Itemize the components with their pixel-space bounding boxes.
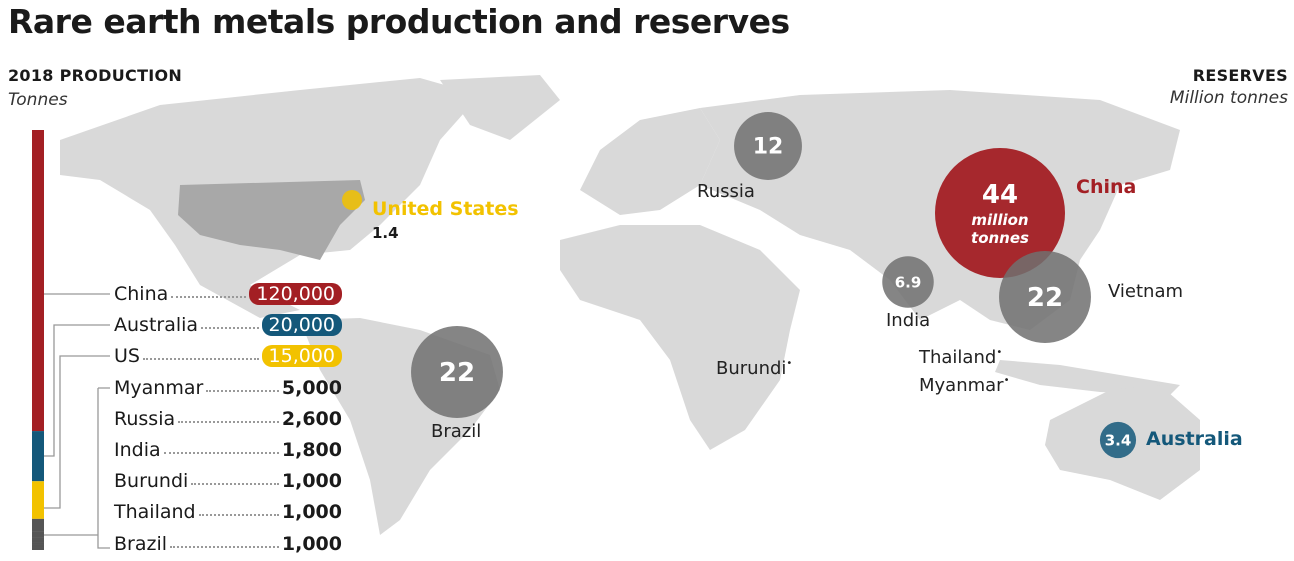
production-value: 20,000 [261,314,342,337]
country-name: Thailand [114,501,196,524]
bar-segment-russia [32,531,44,538]
label-china: China [1076,176,1137,198]
production-value: 15,000 [261,345,342,368]
bubble-vietnam [999,251,1091,343]
bubble-value: 44 [982,180,1018,210]
country-name: Burundi [114,470,189,493]
value-united-states: 1.4 [372,224,399,242]
connector-others [44,387,110,549]
bubble-australia [1099,421,1137,459]
leader-dots [171,296,247,298]
production-value: 1,000 [281,501,342,524]
bar-segment-australia [32,431,44,482]
bar-segment-myanmar [32,518,44,532]
label-india: India [886,310,931,331]
country-name: Russia [114,407,176,430]
bar-segment-brazil [32,547,44,550]
leader-dots [170,545,279,548]
production-header: 2018 Production [8,66,183,85]
production-row: Australia 20,000 [114,312,342,338]
production-value: 5,000 [281,376,342,399]
label-brazil: Brazil [431,421,482,442]
africa [560,225,800,450]
production-row: US 15,000 [114,343,342,369]
production-value: 1,000 [281,470,342,493]
production-stacked-bar [32,130,44,550]
country-name: Australia [114,314,199,337]
leader-dots [201,327,259,330]
label-vietnam: Vietnam [1108,281,1184,302]
bubble-united-states [342,190,362,210]
bar-segment-us [32,481,44,519]
production-value: 120,000 [249,283,342,305]
leader-dots [198,514,279,517]
leader-dots [163,452,279,454]
indonesia [995,360,1180,395]
label-thailand: Thailand• [919,347,1003,368]
production-row: Russia 2,600 [114,406,342,432]
bubble-value: 6.9 [895,273,922,291]
connector-australia [44,324,110,457]
leader-dots [191,483,279,486]
bubble-note: tonnes [971,229,1029,247]
country-name: Myanmar [114,376,204,399]
connector-lines [44,293,110,549]
bubble-china [934,147,1066,279]
bubble-value: 12 [753,135,784,160]
leader-dots [206,389,279,392]
bubble-value: 3.4 [1105,431,1132,449]
leader-dots [142,358,259,361]
production-row: China 120,000 [114,281,342,307]
production-value: 1,000 [281,532,342,555]
bar-segment-china [32,130,44,432]
europe [580,108,720,215]
reserves-unit: Million tonnes [1169,88,1288,108]
production-value: 2,600 [281,407,342,430]
production-row: Myanmar 5,000 [114,375,342,401]
leader-dots [178,420,279,423]
connector-us [44,355,110,509]
production-row: Burundi 1,000 [114,468,342,494]
production-row: India 1,800 [114,437,342,463]
bar-segment-burundi [32,542,44,545]
production-value: 1,800 [281,439,342,461]
label-united-states: United States [372,198,519,220]
bubble-value: 22 [1027,283,1063,313]
bubble-value: 22 [439,358,475,388]
bubble-note: million [971,211,1028,229]
bubble-india [882,256,934,308]
country-name: US [114,345,140,368]
label-myanmar: Myanmar• [919,375,1010,396]
label-burundi: Burundi• [716,358,793,379]
greenland [440,75,560,140]
production-row: Brazil 1,000 [114,531,342,557]
label-australia: Australia [1146,428,1243,450]
bar-segment-india [32,537,44,543]
country-name: Brazil [114,532,168,555]
bubble-brazil [411,326,503,418]
reserves-header: Reserves [1192,66,1288,85]
production-row: Thailand 1,000 [114,499,342,525]
label-russia: Russia [697,181,755,202]
country-name: China [114,283,169,305]
bubble-russia [734,112,802,180]
us-highlight [178,180,365,260]
country-name: India [114,439,161,461]
bar-segment-thailand [32,544,44,548]
page-title: Rare earth metals production and reserve… [8,2,790,41]
production-unit: Tonnes [8,90,68,110]
